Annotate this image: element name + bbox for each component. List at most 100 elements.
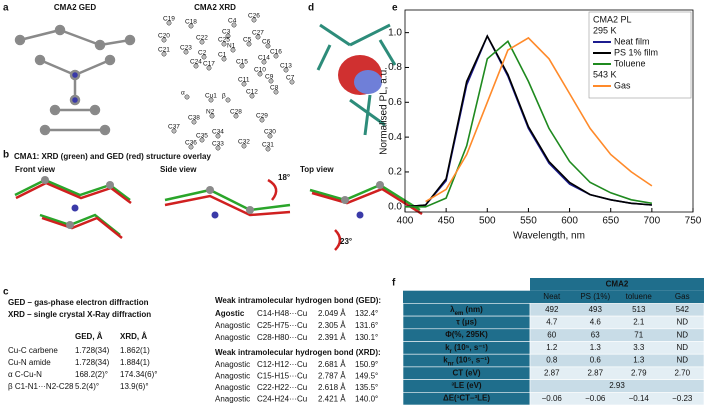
legend-entry: XRD – single crystal X-Ray diffraction (8, 310, 151, 319)
atom (268, 78, 274, 84)
atom-label: C21 (158, 47, 170, 54)
cell: −0.06 (585, 394, 606, 403)
atom-label: C30 (264, 129, 276, 136)
atom (208, 97, 214, 103)
view-label: Front view (15, 165, 56, 174)
row-label: τ (μs) (456, 318, 477, 327)
atom (267, 133, 273, 139)
atom-label: C20 (158, 33, 170, 40)
view-label: Top view (300, 165, 334, 174)
label-part: (nm) (463, 305, 483, 314)
row-label: kr (10⁵, s⁻¹) (445, 343, 488, 354)
table-header-bg (403, 290, 704, 304)
atom-label: C26 (248, 13, 260, 20)
esp-surface (316, 23, 397, 136)
atom-label: C19 (163, 16, 175, 23)
atom (239, 63, 245, 69)
bond-cell: Anagostic (215, 360, 250, 369)
atom (259, 117, 265, 123)
cell: −0.06 (542, 394, 563, 403)
cell: 174.34(6)° (120, 370, 157, 379)
atom (249, 93, 255, 99)
atom-label: C22 (196, 35, 208, 42)
atom-label: C17 (203, 61, 215, 68)
atom-label: C34 (212, 129, 224, 136)
atom-label: C10 (254, 67, 266, 74)
cell: 2.70 (674, 368, 690, 377)
atom (209, 113, 215, 119)
cell: 1.3 (633, 356, 645, 365)
atom-label: C25 (218, 37, 230, 44)
atom (273, 89, 279, 95)
bond-cell: Anagostic (215, 321, 250, 330)
cell: ND (676, 318, 688, 327)
atom (183, 49, 189, 55)
bond-cell: Anagostic (215, 383, 250, 392)
atom-label: C27 (252, 30, 264, 37)
atom (289, 79, 295, 85)
atom-label: C1 (218, 52, 227, 59)
bond-cell: Anagostic (215, 372, 250, 381)
x-tick-label: 450 (438, 216, 455, 227)
cell: 1.728(34) (75, 358, 110, 367)
legend-label: Gas (614, 80, 631, 90)
legend-entry: GED – gas-phase electron diffraction (8, 298, 149, 307)
overlay-structures (14, 176, 423, 251)
bond-cell: 135.5° (355, 383, 378, 392)
bond-cell: 132.4° (355, 309, 378, 318)
atom (199, 137, 205, 143)
label-part: ³LE (eV) (451, 381, 482, 390)
atom-label: C9 (265, 74, 274, 81)
cell: 2.93 (609, 381, 625, 390)
angle-label: 18° (278, 173, 290, 182)
x-tick-label: 550 (520, 216, 537, 227)
atom-label: C18 (185, 19, 197, 26)
legend-label: Neat film (614, 36, 650, 46)
atom-label: C12 (246, 89, 258, 96)
atom-label: C35 (196, 133, 208, 140)
panel-label: a (3, 3, 9, 14)
atom-label: C2 (198, 50, 207, 57)
atom (161, 37, 167, 43)
atom-label: C33 (212, 141, 224, 148)
column-header: Gas (675, 292, 690, 301)
cell: 168.2(2)° (75, 370, 108, 379)
atom (201, 54, 207, 60)
cell: ND (676, 330, 688, 339)
bond-cell: 2.391 Å (318, 333, 346, 342)
bond-cell: 131.6° (355, 321, 378, 330)
row-label: Cu-C carbene (8, 346, 58, 355)
column-header: Neat (543, 292, 561, 301)
bond-cell: Agostic (215, 309, 245, 318)
atom (215, 145, 221, 151)
row-label: Φ(%, 295K) (445, 330, 488, 339)
x-axis-title: Wavelength, nm (513, 231, 585, 242)
ged-molecule (14, 24, 136, 136)
cell: 71 (634, 330, 643, 339)
atom (199, 39, 205, 45)
cell: ND (676, 356, 688, 365)
label-part: CT (eV) (453, 368, 481, 377)
table-header-bg (530, 278, 704, 291)
atom (221, 56, 227, 62)
x-tick-label: 650 (602, 216, 619, 227)
atom (261, 59, 267, 65)
legend-title: CMA2 PL (593, 14, 632, 24)
y-tick-label: 1.0 (388, 27, 402, 38)
cell: 2.87 (544, 368, 560, 377)
bond-cell: 150.9° (355, 360, 378, 369)
atom-label: C14 (258, 55, 270, 62)
panel-label: c (3, 287, 9, 298)
bond-cell: C22-H22···Cu (257, 383, 307, 392)
bond-cell: 2.681 Å (318, 360, 346, 369)
atom (206, 65, 212, 71)
bond-cell: 2.421 Å (318, 395, 346, 404)
atom-label: C6 (262, 39, 271, 46)
label-part: k (445, 343, 450, 352)
cell: 493 (589, 305, 603, 314)
label-part: λ (450, 305, 455, 314)
cell: −0.14 (629, 394, 650, 403)
bond-cell: 2.049 Å (318, 309, 346, 318)
panel-label: f (392, 278, 396, 289)
